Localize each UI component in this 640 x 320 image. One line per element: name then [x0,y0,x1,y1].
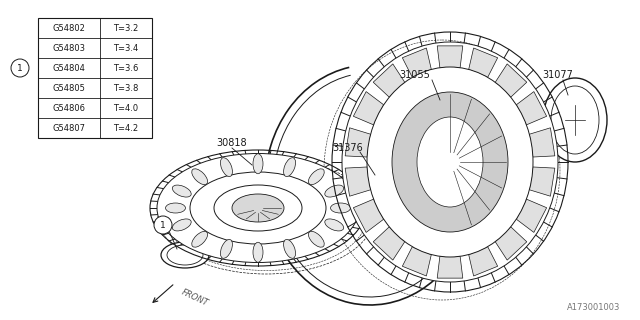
Text: G54802: G54802 [52,23,85,33]
Text: 1: 1 [17,63,23,73]
Ellipse shape [308,169,324,185]
Polygon shape [403,48,431,77]
Polygon shape [353,92,384,125]
Text: 31376: 31376 [333,143,364,153]
Ellipse shape [330,203,351,213]
Ellipse shape [324,185,344,197]
Ellipse shape [324,219,344,231]
Ellipse shape [190,172,326,244]
Polygon shape [516,92,547,125]
Ellipse shape [284,239,296,258]
Circle shape [154,216,172,234]
Polygon shape [437,46,463,68]
Text: T=4.0: T=4.0 [113,103,139,113]
Polygon shape [373,64,404,97]
Ellipse shape [192,231,207,247]
Polygon shape [529,167,555,196]
Ellipse shape [172,219,191,231]
Text: G54806: G54806 [52,103,86,113]
Ellipse shape [172,185,191,197]
Text: A173001003: A173001003 [566,303,620,312]
Text: 30818: 30818 [217,138,247,148]
Ellipse shape [392,92,508,232]
Text: 1: 1 [160,220,166,229]
Ellipse shape [284,158,296,177]
Ellipse shape [342,42,558,282]
Text: G54804: G54804 [52,63,85,73]
Polygon shape [373,227,404,260]
Text: G54807: G54807 [52,124,86,132]
Ellipse shape [167,245,203,265]
Ellipse shape [192,169,207,185]
Text: 31055: 31055 [399,70,431,80]
Ellipse shape [543,78,607,162]
Text: T=4.2: T=4.2 [113,124,139,132]
Polygon shape [403,247,431,276]
Bar [38,18,152,138]
Text: FRONT: FRONT [180,288,210,308]
Ellipse shape [220,239,232,258]
Ellipse shape [166,203,186,213]
Polygon shape [353,199,384,232]
Ellipse shape [551,86,599,154]
Ellipse shape [417,117,483,207]
Ellipse shape [214,185,302,231]
Ellipse shape [220,158,232,177]
Polygon shape [516,199,547,232]
Ellipse shape [232,194,284,222]
Ellipse shape [367,67,533,257]
Ellipse shape [253,242,263,262]
Polygon shape [495,64,527,97]
Ellipse shape [308,231,324,247]
Ellipse shape [157,154,359,262]
Text: G54803: G54803 [52,44,86,52]
Text: T=3.2: T=3.2 [113,23,139,33]
Circle shape [11,59,29,77]
Polygon shape [529,128,555,157]
Ellipse shape [253,154,263,174]
Text: T=3.8: T=3.8 [113,84,139,92]
Text: 31077: 31077 [543,70,573,80]
Polygon shape [345,128,371,157]
Text: G54805: G54805 [52,84,85,92]
Text: T=3.4: T=3.4 [113,44,139,52]
Polygon shape [468,247,498,276]
Polygon shape [495,227,527,260]
Polygon shape [437,256,463,278]
Polygon shape [345,167,371,196]
Text: T=3.6: T=3.6 [113,63,139,73]
Ellipse shape [161,242,209,268]
Polygon shape [468,48,498,77]
